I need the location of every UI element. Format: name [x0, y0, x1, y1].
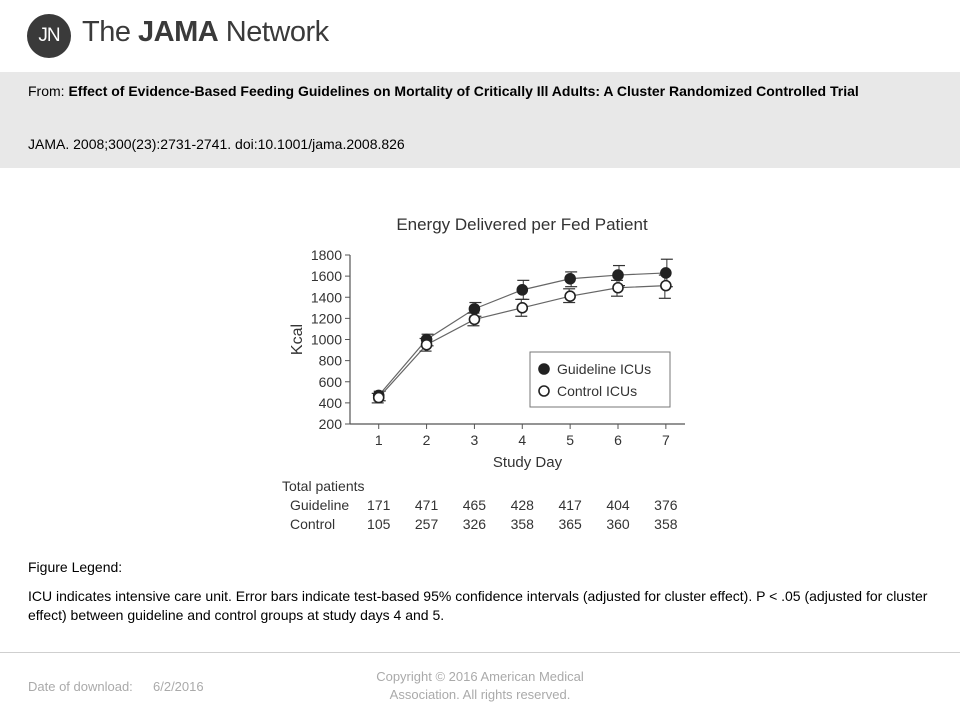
patients-count-cell: 360 — [606, 516, 630, 532]
y-tick-label: 200 — [319, 416, 343, 432]
guideline-data-point — [516, 284, 529, 296]
y-tick-label: 1600 — [311, 268, 342, 284]
from-label: From: — [28, 83, 65, 99]
y-tick-label: 1200 — [311, 310, 342, 326]
control-data-point — [660, 279, 672, 292]
patients-row-label: Control — [290, 516, 335, 532]
patients-count-cell: 171 — [367, 497, 391, 513]
patients-count-cell: 417 — [558, 497, 582, 513]
jama-network-logo-icon[interactable]: JN — [27, 14, 71, 58]
article-reference: JAMA. 2008;300(23):2731-2741. doi:10.100… — [28, 136, 405, 152]
control-data-point — [468, 313, 481, 326]
x-axis-label: Study Day — [493, 454, 563, 471]
x-tick-label: 3 — [471, 432, 479, 448]
y-tick-label: 1800 — [311, 247, 342, 263]
site-header: JN The JAMA Network — [0, 0, 960, 72]
patients-count-cell: 326 — [463, 516, 487, 532]
copyright-line-2: Association. All rights reserved. — [389, 687, 571, 702]
y-tick-label: 600 — [319, 374, 343, 390]
copyright-notice: Copyright © 2016 American Medical Associ… — [360, 668, 600, 704]
guideline-data-point — [468, 303, 481, 315]
patients-count-cell: 471 — [415, 497, 439, 513]
patients-count-cell: 358 — [654, 516, 678, 532]
legend-label-guideline: Guideline ICUs — [557, 361, 651, 377]
patients-table-header: Total patients — [282, 478, 365, 494]
control-data-point — [612, 281, 624, 294]
legend-marker-guideline — [538, 363, 550, 375]
download-date: 6/2/2016 — [153, 679, 204, 694]
x-tick-label: 2 — [423, 432, 431, 448]
jama-network-logo-text[interactable]: The JAMA Network — [82, 16, 329, 49]
y-tick-label: 1000 — [311, 332, 342, 348]
figure-legend: Figure Legend: ICU indicates intensive c… — [28, 558, 933, 625]
y-tick-label: 1400 — [311, 289, 342, 305]
control-data-point — [564, 290, 576, 302]
x-tick-label: 1 — [375, 432, 383, 448]
energy-chart: Energy Delivered per Fed Patient 200 400 60… — [282, 215, 685, 532]
x-tick-label: 4 — [518, 432, 526, 448]
x-tick-label: 6 — [614, 432, 622, 448]
y-tick-label: 800 — [319, 353, 343, 369]
y-axis-label: Kcal — [289, 324, 306, 355]
article-title: Effect of Evidence-Based Feeding Guideli… — [68, 83, 859, 99]
guideline-data-point — [564, 272, 576, 285]
guideline-data-point — [660, 267, 672, 279]
logo-text-post: Network — [218, 16, 329, 48]
patients-count-cell: 465 — [463, 497, 487, 513]
download-date-label: Date of download: — [28, 679, 133, 694]
footer-divider — [0, 652, 960, 653]
legend-label-control: Control ICUs — [557, 383, 637, 399]
logo-text-bold: JAMA — [138, 16, 219, 48]
logo-text-pre: The — [82, 16, 139, 48]
control-data-point — [516, 302, 529, 314]
y-tick-label: 400 — [319, 395, 343, 411]
legend-marker-control — [538, 385, 550, 397]
patients-count-cell: 376 — [654, 497, 678, 513]
chart-title: Energy Delivered per Fed Patient — [396, 215, 648, 234]
citation-panel: From: Effect of Evidence-Based Feeding G… — [0, 72, 960, 168]
patients-count-cell: 365 — [558, 516, 582, 532]
patients-count-cell: 404 — [606, 497, 630, 513]
patients-count-cell: 428 — [511, 497, 535, 513]
article-citation: From: Effect of Evidence-Based Feeding G… — [28, 81, 930, 101]
x-tick-label: 7 — [662, 432, 670, 448]
legend-box — [529, 351, 671, 408]
control-data-point — [372, 391, 385, 404]
patients-row-label: Guideline — [290, 497, 349, 513]
figure-legend-text: ICU indicates intensive care unit. Error… — [28, 588, 928, 623]
copyright-line-1: Copyright © 2016 American Medical — [376, 669, 584, 684]
patients-count-cell: 358 — [511, 516, 535, 532]
patients-count-cell: 105 — [367, 516, 391, 532]
patients-count-cell: 257 — [415, 516, 439, 532]
x-tick-label: 5 — [566, 432, 574, 448]
guideline-data-point — [612, 269, 624, 281]
control-data-point — [420, 338, 433, 351]
figure-legend-label: Figure Legend: — [28, 559, 123, 575]
